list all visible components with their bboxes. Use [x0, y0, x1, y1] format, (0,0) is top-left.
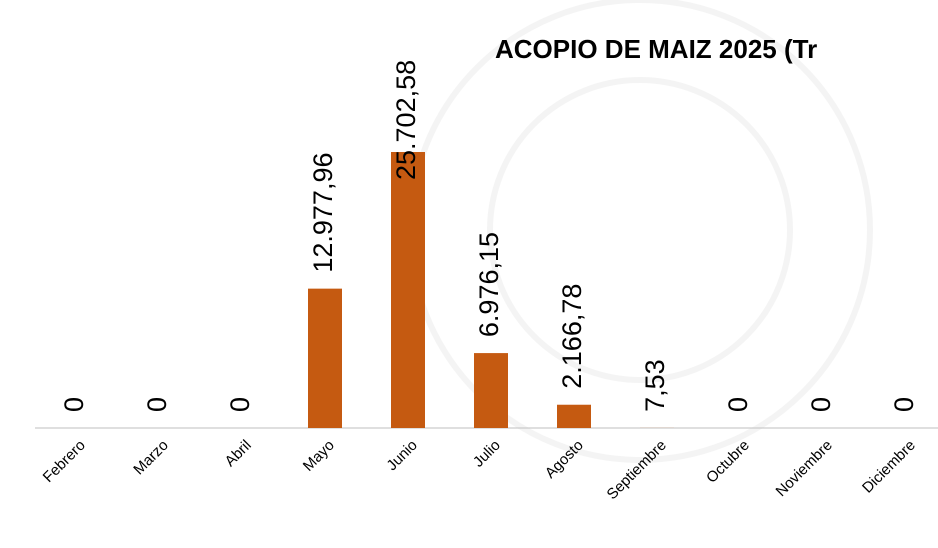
value-label: 2.166,78 — [557, 284, 587, 389]
value-label: 25.702,58 — [391, 60, 421, 180]
x-tick-label: Mayo — [300, 437, 338, 475]
value-label: 6.976,15 — [474, 232, 504, 337]
x-tick-label: Noviembre — [773, 437, 836, 500]
value-label: 0 — [889, 397, 919, 412]
bar — [557, 404, 591, 428]
x-tick-label: Junio — [383, 437, 420, 474]
bar — [308, 288, 342, 428]
x-tick-label: Julio — [470, 437, 504, 471]
value-label: 12.977,96 — [308, 153, 338, 273]
bar — [474, 353, 508, 428]
value-label: 0 — [142, 397, 172, 412]
value-label: 7,53 — [640, 359, 670, 412]
x-tick-label: Febrero — [40, 437, 89, 486]
x-tick-label: Diciembre — [859, 437, 919, 497]
value-label: 0 — [59, 397, 89, 412]
x-tick-label: Marzo — [130, 437, 171, 478]
x-tick-label: Abril — [222, 437, 255, 470]
x-tick-label: Septiembre — [604, 437, 670, 503]
bar — [391, 152, 425, 428]
value-label: 0 — [723, 397, 753, 412]
value-label: 0 — [806, 397, 836, 412]
value-label: 0 — [225, 397, 255, 412]
chart-title: ACOPIO DE MAIZ 2025 (Tr — [495, 34, 817, 64]
